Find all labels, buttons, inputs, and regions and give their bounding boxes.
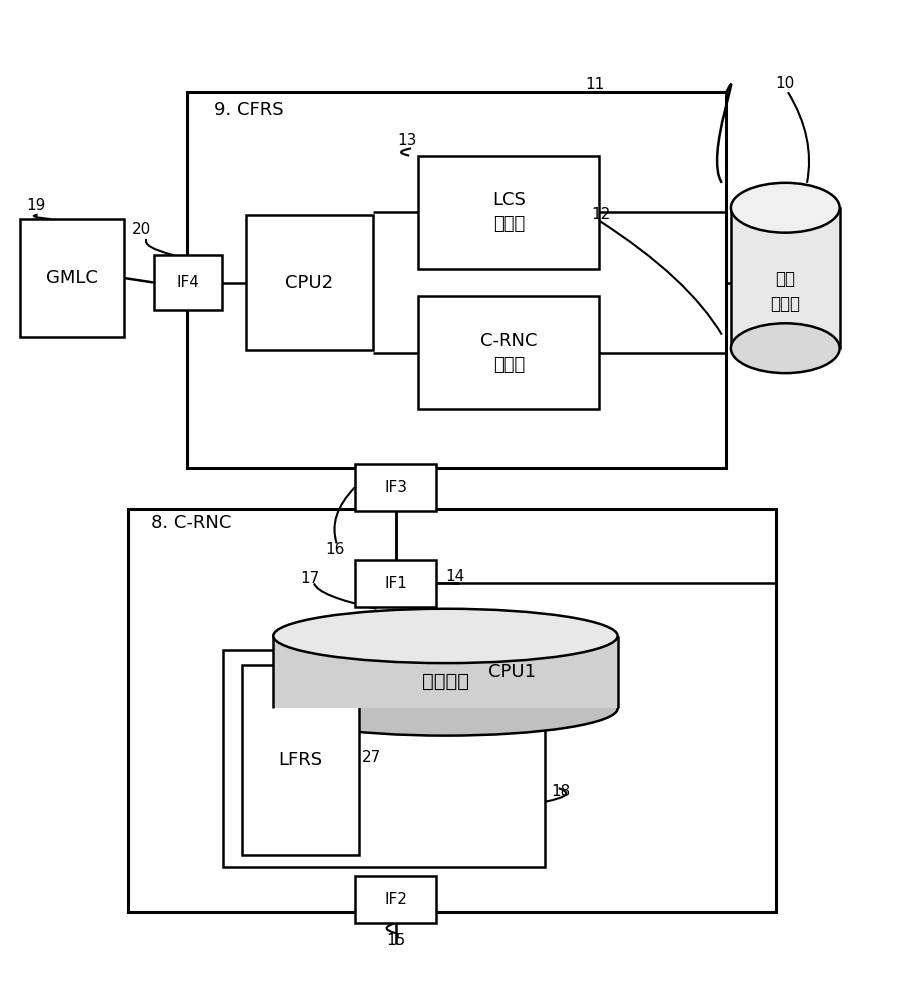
- Bar: [246, 215, 373, 350]
- Bar: [731, 208, 840, 348]
- Text: CPU1: CPU1: [488, 663, 536, 681]
- Text: 8. C-RNC: 8. C-RNC: [151, 514, 231, 532]
- Bar: [355, 876, 436, 923]
- Bar: [355, 464, 436, 511]
- Bar: [187, 92, 726, 468]
- Bar: [128, 509, 776, 912]
- Text: C-RNC
控制器: C-RNC 控制器: [480, 332, 537, 374]
- Text: 10: 10: [775, 76, 794, 91]
- Bar: [274, 636, 617, 708]
- Text: 17: 17: [300, 571, 319, 586]
- Text: GMLC: GMLC: [45, 269, 97, 287]
- Text: 15: 15: [386, 933, 405, 948]
- Text: 16: 16: [325, 542, 345, 557]
- Text: LCS
客户端: LCS 客户端: [492, 191, 525, 233]
- Bar: [224, 650, 545, 867]
- Text: 9. CFRS: 9. CFRS: [215, 101, 284, 119]
- Text: 27: 27: [362, 750, 381, 765]
- Text: 13: 13: [398, 133, 417, 148]
- Text: 14: 14: [445, 569, 464, 584]
- Ellipse shape: [731, 323, 840, 373]
- Text: IF4: IF4: [176, 275, 199, 290]
- Text: IF2: IF2: [385, 892, 407, 907]
- Bar: [242, 665, 359, 855]
- Text: IF1: IF1: [385, 576, 407, 591]
- Bar: [418, 296, 600, 409]
- Bar: [355, 560, 436, 607]
- Text: IF3: IF3: [385, 480, 407, 495]
- Text: CPU2: CPU2: [285, 274, 334, 292]
- Bar: [19, 219, 124, 337]
- Ellipse shape: [274, 681, 617, 736]
- Text: 中心
储存库: 中心 储存库: [770, 270, 800, 313]
- Text: 11: 11: [585, 77, 604, 92]
- Text: 高速缓存: 高速缓存: [422, 672, 469, 691]
- Text: 20: 20: [132, 222, 152, 237]
- Bar: [154, 255, 222, 310]
- Bar: [418, 156, 600, 269]
- Ellipse shape: [274, 609, 617, 663]
- Ellipse shape: [731, 183, 840, 233]
- Text: 12: 12: [592, 207, 611, 222]
- Text: 18: 18: [552, 784, 571, 799]
- Text: LFRS: LFRS: [278, 751, 323, 769]
- Text: 19: 19: [26, 198, 45, 213]
